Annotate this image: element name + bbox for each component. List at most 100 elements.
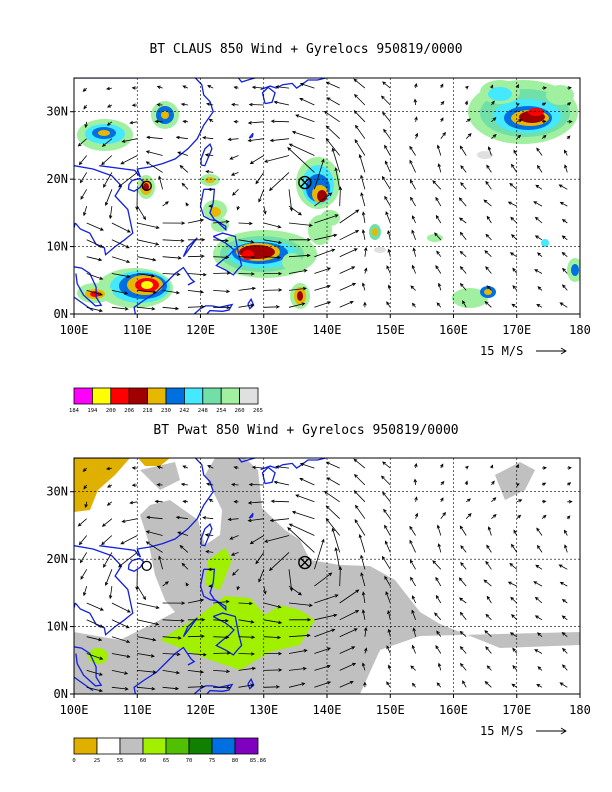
wind-vector-arrow bbox=[325, 81, 340, 89]
wind-vector-arrow bbox=[270, 499, 290, 504]
wind-vector-arrow bbox=[338, 566, 343, 587]
wind-vector-arrow bbox=[559, 201, 568, 207]
coastline-segment bbox=[74, 222, 103, 307]
wind-vector-arrow bbox=[120, 155, 138, 165]
wind-vector-arrow bbox=[238, 652, 255, 656]
gyre-marker-circle bbox=[141, 560, 152, 572]
wind-vector-arrow bbox=[380, 95, 391, 106]
wind-vector-arrow bbox=[323, 490, 340, 503]
colorbar-label: 230 bbox=[161, 408, 171, 414]
coastline-segment bbox=[74, 296, 94, 312]
wind-vector-arrow bbox=[238, 239, 255, 244]
wind-vector-arrow bbox=[465, 498, 472, 503]
wind-vector-arrow bbox=[384, 540, 391, 553]
pwat-gray-north-east bbox=[495, 462, 535, 500]
wind-vector-arrow bbox=[208, 204, 214, 208]
wind-vector-arrow bbox=[238, 303, 255, 308]
coastline-segment bbox=[248, 132, 254, 139]
wind-vector-arrow bbox=[510, 216, 518, 224]
wind-vector-arrow bbox=[559, 302, 568, 308]
wind-vector-arrow bbox=[411, 215, 416, 224]
x-tick-label: 180 bbox=[569, 323, 591, 337]
wind-vector-arrow bbox=[314, 594, 339, 604]
coastline-segment bbox=[247, 677, 255, 690]
wind-vector-arrow bbox=[462, 300, 467, 308]
wind-vector-arrow bbox=[563, 529, 568, 536]
wind-vector-arrow bbox=[382, 491, 391, 503]
wind-vector-arrow bbox=[78, 155, 88, 166]
wind-vector-arrow bbox=[230, 552, 239, 556]
plot-frame-bottom bbox=[73, 457, 581, 695]
wind-vector-arrow bbox=[213, 271, 231, 275]
wind-vector-arrow bbox=[354, 519, 366, 536]
wind-vector-arrow bbox=[358, 153, 366, 173]
axis-ticks-top: 100E 110E 120E 130E 140E 150E 160E 170E 180 0N 10N… bbox=[46, 105, 591, 358]
gyre-marker-circle-x bbox=[298, 555, 312, 570]
wind-vector-arrow bbox=[118, 552, 138, 568]
wind-vector-arrow bbox=[103, 552, 113, 568]
wind-vector-arrow bbox=[358, 533, 366, 553]
coastline-segment bbox=[182, 237, 198, 258]
wind-vector-arrow bbox=[238, 666, 257, 671]
wind-vector-arrow bbox=[460, 165, 467, 173]
wind-vector-arrow bbox=[567, 466, 572, 470]
vector-reference-arrow bbox=[536, 347, 567, 355]
y-tick-label: 0N bbox=[54, 687, 68, 701]
wind-vector-arrow bbox=[512, 284, 518, 291]
wind-vector-arrow bbox=[162, 670, 181, 675]
wind-vector-arrow bbox=[137, 239, 160, 246]
wind-vector-arrow bbox=[513, 529, 518, 536]
wind-vector-arrow bbox=[162, 201, 169, 207]
wind-vector-arrow bbox=[162, 581, 169, 587]
wind-vector-arrow bbox=[567, 120, 573, 124]
panel-top-title: BT CLAUS 850 Wind + Gyrelocs 950819/0000 bbox=[149, 42, 463, 57]
wind-vector-arrow bbox=[162, 686, 180, 691]
wind-vector-arrow bbox=[353, 458, 366, 469]
wind-vector-arrow bbox=[86, 273, 104, 280]
wind-vector-arrow bbox=[185, 582, 189, 587]
wind-vector-arrow bbox=[339, 662, 357, 671]
coastline-segment bbox=[74, 676, 94, 692]
wind-vector-arrow bbox=[182, 465, 189, 469]
wind-vector-arrow bbox=[384, 144, 391, 156]
wind-vector-arrow bbox=[213, 238, 230, 243]
wind-vector-arrow bbox=[440, 83, 444, 89]
wind-vector-arrow bbox=[205, 170, 214, 174]
wind-vector-arrow bbox=[270, 119, 290, 124]
wind-vector-arrow bbox=[516, 499, 523, 503]
colorbar-swatch bbox=[234, 737, 259, 755]
wind-vector-arrow bbox=[339, 681, 354, 688]
wind-vector-arrow bbox=[541, 134, 547, 140]
wind-vector-arrow bbox=[414, 132, 419, 139]
wind-vector-arrow bbox=[247, 121, 264, 125]
wind-vector-arrow bbox=[459, 250, 467, 258]
wind-vector-arrow bbox=[238, 272, 255, 276]
wind-vector-arrow bbox=[177, 531, 189, 536]
wind-vector-arrow bbox=[86, 636, 103, 642]
wind-vector-arrow bbox=[384, 575, 391, 587]
wind-vector-arrow bbox=[541, 499, 547, 504]
wind-vector-arrow bbox=[515, 103, 520, 107]
colorbar-swatch bbox=[165, 737, 190, 755]
x-tick-label: 110E bbox=[123, 323, 152, 337]
wind-vector-arrow bbox=[232, 189, 239, 196]
wind-vector-arrow bbox=[562, 267, 568, 274]
colorbar-label: 248 bbox=[198, 408, 208, 414]
wind-vector-arrow bbox=[561, 235, 568, 241]
cloud-cluster-gyre-east bbox=[296, 157, 381, 240]
wind-vector-arrow bbox=[248, 482, 264, 487]
coastline-segment bbox=[260, 78, 326, 91]
x-tick-label: 120E bbox=[186, 323, 215, 337]
wind-vector-arrow bbox=[180, 102, 188, 107]
wind-vector-arrow bbox=[258, 189, 265, 203]
wind-vector-arrow bbox=[187, 272, 207, 277]
wind-vector-arrow bbox=[458, 597, 467, 604]
wind-vector-arrow bbox=[275, 465, 290, 469]
wind-vector-arrow bbox=[510, 543, 518, 553]
wind-vector-arrow bbox=[436, 250, 442, 257]
wind-vector-arrow bbox=[213, 651, 231, 655]
wind-vector-arrow bbox=[84, 501, 88, 509]
wind-vector-arrow bbox=[187, 290, 205, 294]
wind-vector-arrow bbox=[561, 615, 568, 621]
wind-vector-arrow bbox=[136, 585, 147, 601]
